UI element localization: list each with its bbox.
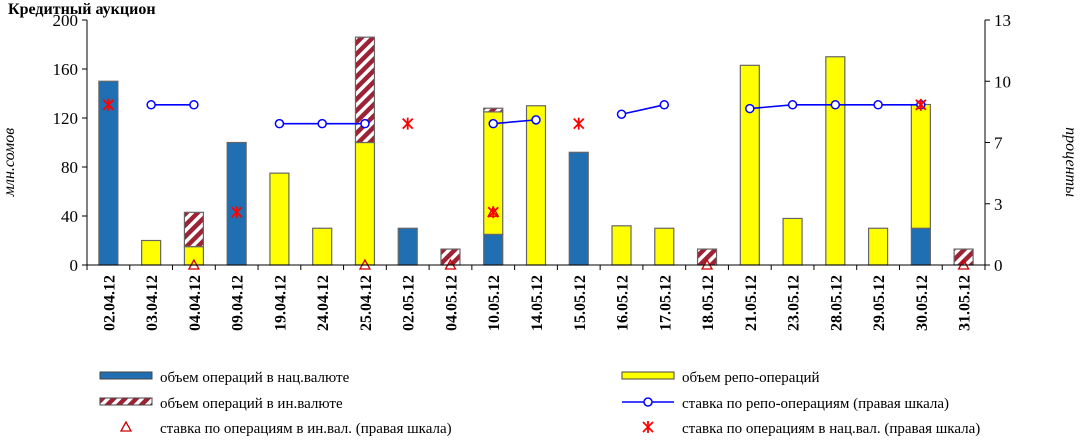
repo-rate-line (621, 104, 665, 116)
x-tick-label: 30.05.12 (914, 275, 931, 331)
bar-repo (782, 217, 803, 266)
bar-national-currency (483, 233, 504, 266)
repo-rate-point (360, 118, 370, 129)
bar-repo (611, 225, 632, 266)
repo-rate-point (146, 100, 156, 110)
bar-foreign-currency (483, 107, 504, 113)
y-right-tick-label: 7 (994, 134, 1003, 153)
y-left-tick-label: 80 (61, 158, 78, 177)
bar-repo (654, 227, 675, 266)
national-rate-marker (573, 117, 585, 130)
x-tick-label: 04.04.12 (187, 275, 204, 331)
legend-swatch (642, 421, 654, 433)
repo-rate-point (745, 103, 755, 114)
bar-repo (269, 172, 290, 266)
repo-rate-point (488, 118, 498, 129)
repo-rate-line (493, 119, 537, 125)
x-tick-label: 03.04.12 (144, 275, 161, 331)
bar-national-currency (226, 141, 247, 266)
x-tick-label: 04.05.12 (443, 275, 460, 331)
bar-national-currency (568, 151, 589, 266)
repo-rate-point (531, 115, 541, 125)
x-tick-label: 16.05.12 (615, 275, 632, 331)
repo-rate-point (616, 109, 627, 119)
y-right-tick-label: 3 (994, 195, 1003, 214)
plot-area (98, 36, 974, 270)
bar-national-currency (397, 227, 418, 266)
x-tick-label: 29.05.12 (871, 275, 888, 331)
y-axis-right-label: проценты (1062, 127, 1079, 197)
legend-swatch-marker (643, 397, 653, 407)
x-tick-label: 21.05.12 (743, 275, 760, 331)
axes: 0 40 80 120 160 200 0 3 7 10 13 (53, 11, 1012, 275)
national-rate-marker (402, 117, 414, 130)
bar-foreign-currency (440, 248, 461, 266)
national-rate-marker (231, 206, 243, 219)
x-axis-tick-labels: 02.04.12 03.04.12 04.04.12 09.04.12 19.04.12… (101, 275, 973, 331)
bar-repo (867, 227, 889, 266)
bar-repo (739, 64, 760, 266)
bar-repo (910, 103, 931, 229)
x-tick-label: 17.05.12 (657, 275, 674, 331)
y-left-tick-label: 0 (70, 256, 79, 275)
repo-rate-point (189, 100, 199, 110)
repo-rate-point (787, 100, 798, 110)
repo-rate-point (873, 100, 883, 110)
x-tick-label: 10.05.12 (486, 275, 503, 331)
y-left-tick-label: 200 (53, 11, 79, 30)
legend-label: объем операций в нац.валюте (160, 370, 350, 386)
y-right-tick-label: 13 (994, 11, 1011, 30)
national-rate-marker (487, 206, 499, 219)
national-rate-marker (102, 98, 115, 111)
x-tick-label: 25.04.12 (358, 275, 375, 331)
bar-foreign-currency (354, 36, 376, 144)
x-tick-label: 02.04.12 (101, 275, 118, 331)
national-rate-marker (915, 98, 927, 111)
x-tick-label: 15.05.12 (572, 275, 589, 331)
bar-foreign-currency (183, 211, 205, 248)
bar-repo (141, 239, 162, 266)
y-right-tick-label: 0 (994, 256, 1003, 275)
x-tick-label: 09.04.12 (230, 275, 247, 331)
bar-foreign-currency (696, 248, 718, 266)
legend-swatch (119, 420, 133, 432)
legend-swatch (99, 371, 153, 380)
x-tick-label: 28.05.12 (828, 275, 845, 331)
bar-national-currency (910, 227, 931, 266)
legend-swatch (621, 371, 675, 380)
y-axis-left-label: млн.сомов (1, 128, 18, 197)
x-tick-label: 14.05.12 (529, 275, 546, 331)
bar-repo (525, 105, 547, 266)
repo-rate-point (317, 118, 327, 129)
y-left-tick-label: 120 (53, 109, 79, 128)
x-tick-label: 24.04.12 (315, 275, 332, 331)
chart-heading: Кредитный аукцион (8, 1, 156, 18)
bar-repo (183, 246, 205, 266)
y-right-tick-label: 10 (994, 72, 1011, 91)
x-tick-label: 18.05.12 (700, 275, 717, 331)
legend-swatch (99, 397, 153, 406)
bar-repo (312, 227, 333, 266)
legend-label: ставка по репо-операциям (правая шкала) (682, 396, 949, 412)
legend: объем операций в нац.валюте объем репо-оп… (99, 370, 980, 437)
bar-repo (825, 56, 846, 266)
y-left-tick-label: 160 (53, 60, 79, 79)
legend-label: объем операций в ин.валюте (160, 396, 343, 412)
legend-label: ставка по операциям в ин.вал. (правая шк… (160, 421, 452, 437)
bar-repo (354, 141, 376, 266)
legend-label: ставка по операциям в нац.вал. (правая ш… (682, 421, 980, 437)
x-tick-label: 19.04.12 (272, 275, 289, 331)
y-left-tick-label: 40 (61, 207, 78, 226)
x-tick-label: 23.05.12 (786, 275, 803, 331)
x-tick-label: 02.05.12 (401, 275, 418, 331)
repo-rate-point (659, 100, 670, 110)
repo-rate-point (830, 100, 841, 110)
legend-label: объем репо-операций (682, 370, 820, 386)
x-tick-label: 31.05.12 (957, 275, 974, 331)
bar-foreign-currency (953, 248, 974, 266)
repo-rate-point (274, 118, 285, 129)
